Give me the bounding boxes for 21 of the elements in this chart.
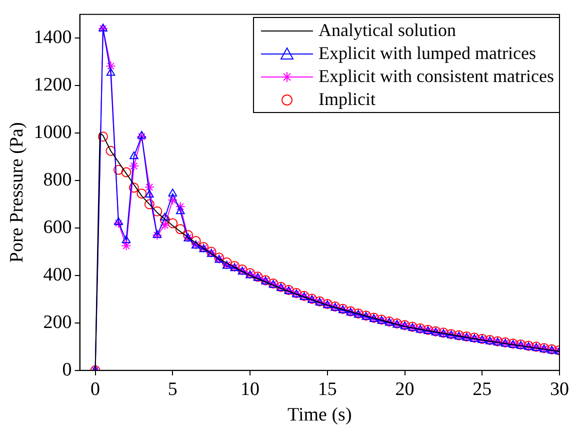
y-axis-title: Pore Pressure (Pa)	[6, 122, 28, 263]
x-tick-label: 30	[550, 378, 569, 400]
y-tick-label: 0	[62, 359, 72, 380]
legend-label: Explicit with consistent matrices	[318, 65, 554, 88]
y-tick-label: 1400	[34, 27, 72, 48]
y-tick-label: 200	[43, 312, 72, 333]
legend-label: Explicit with lumped matrices	[318, 42, 536, 65]
x-tick-label: 20	[395, 378, 414, 400]
x-tick-label: 25	[472, 378, 492, 400]
x-tick-label: 10	[240, 378, 260, 400]
y-tick-label: 600	[43, 216, 72, 238]
x-axis-title: Time (s)	[288, 404, 352, 426]
y-tick-label: 1200	[34, 74, 72, 96]
x-tick-label: 15	[318, 378, 337, 400]
x-tick-label: 5	[168, 378, 178, 400]
y-tick-label: 800	[43, 170, 72, 191]
y-tick-label: 400	[43, 264, 72, 286]
legend-label: Implicit	[318, 88, 376, 111]
legend-label: Analytical solution	[318, 19, 456, 42]
y-tick-label: 1000	[34, 122, 72, 144]
x-tick-label: 0	[90, 378, 100, 400]
